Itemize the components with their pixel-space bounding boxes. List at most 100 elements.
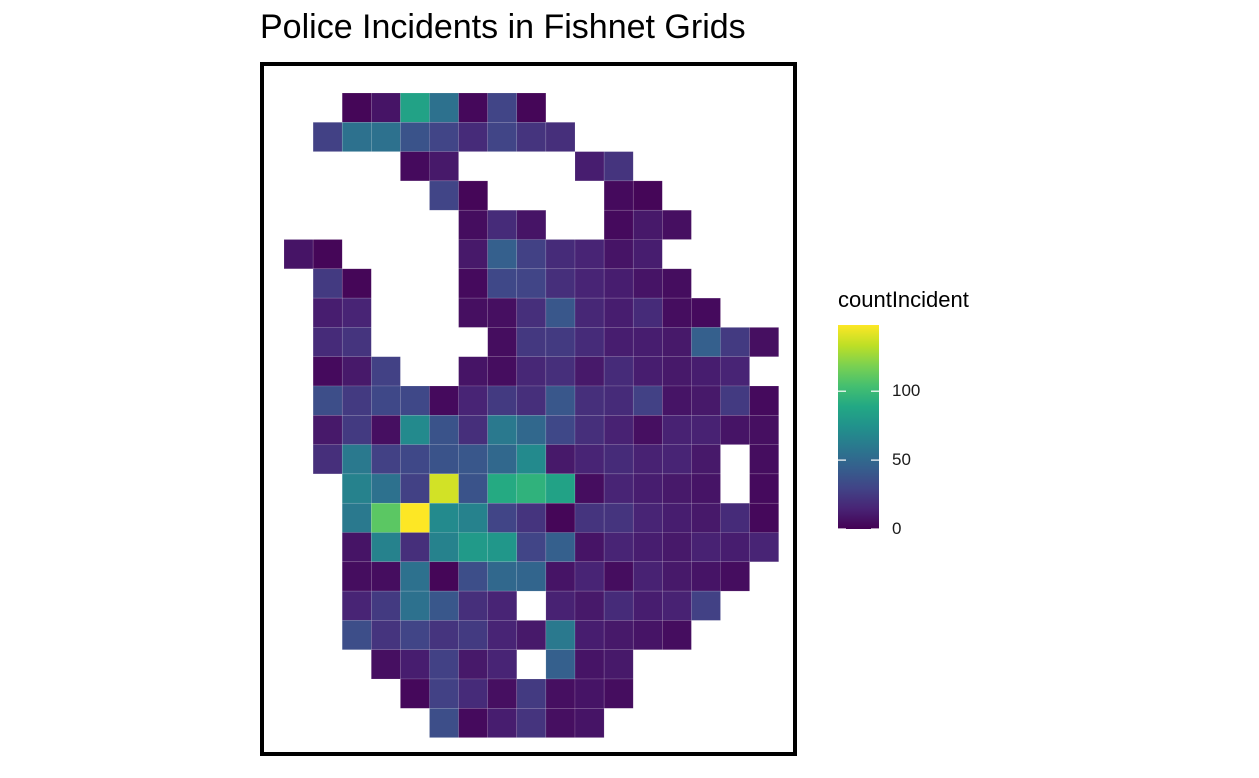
grid-cell (458, 561, 488, 592)
grid-cell (662, 385, 692, 416)
grid-cell (632, 502, 663, 533)
grid-cell (458, 297, 488, 328)
grid-cell (720, 502, 750, 533)
grid-cell (632, 209, 663, 240)
grid-cell (400, 620, 430, 650)
grid-cell (429, 649, 459, 680)
grid-cell (662, 297, 692, 328)
grid-cell (662, 620, 692, 650)
grid-cell (662, 532, 692, 563)
grid-cell (691, 385, 721, 416)
grid-cell (312, 385, 343, 416)
grid-cell (458, 502, 488, 533)
grid-cell (371, 532, 401, 563)
grid-cell (429, 532, 459, 563)
grid-cell (662, 327, 692, 357)
grid-cell (341, 532, 372, 563)
grid-cell (632, 327, 663, 357)
grid-cell (312, 122, 343, 152)
grid-cell (371, 473, 401, 504)
grid-cell (545, 502, 576, 533)
grid-cell (400, 444, 430, 475)
grid-cell (749, 502, 779, 533)
grid-cell (603, 239, 634, 270)
grid-cell (720, 415, 750, 445)
grid-cell (574, 297, 605, 328)
grid-cell (691, 327, 721, 357)
grid-cell (574, 620, 605, 650)
grid-cell (400, 122, 430, 152)
grid-cell (341, 561, 372, 592)
grid-cell (749, 385, 779, 416)
grid-cell (371, 385, 401, 416)
grid-cell (662, 444, 692, 475)
grid-cell (487, 209, 518, 240)
grid-cell (487, 297, 518, 328)
grid-cell (400, 385, 430, 416)
grid-cell (283, 239, 314, 270)
grid-cell (458, 239, 488, 270)
grid-cell (458, 444, 488, 475)
grid-cell (400, 473, 430, 504)
grid-cell (574, 385, 605, 416)
grid-cell (429, 415, 459, 445)
grid-cell (632, 444, 663, 475)
grid-cell (516, 122, 547, 152)
grid-cell (603, 502, 634, 533)
grid-cell (603, 473, 634, 504)
grid-cell (516, 561, 547, 592)
grid-cell (691, 473, 721, 504)
grid-cell (691, 590, 721, 621)
grid-cell (574, 239, 605, 270)
grid-cell (516, 268, 547, 299)
grid-cell (632, 239, 663, 270)
grid-cell (458, 620, 488, 650)
grid-cell (429, 590, 459, 621)
grid-cell (371, 356, 401, 387)
legend-tick-label: 100 (892, 381, 921, 401)
grid-cell (487, 268, 518, 299)
grid-cell (545, 590, 576, 621)
grid-cell (632, 297, 663, 328)
grid-cell (545, 708, 576, 738)
grid-cell (574, 708, 605, 738)
grid-cell (603, 678, 634, 709)
grid-cell (371, 415, 401, 445)
grid-cell (691, 356, 721, 387)
grid-cell (574, 502, 605, 533)
grid-cell (429, 92, 459, 123)
grid-cell (487, 444, 518, 475)
grid-cell (662, 209, 692, 240)
grid-cell (574, 590, 605, 621)
grid-cell (603, 620, 634, 650)
grid-cell (691, 561, 721, 592)
grid-cell (458, 708, 488, 738)
grid-cell (545, 239, 576, 270)
grid-cell (458, 473, 488, 504)
grid-cell (458, 92, 488, 123)
grid-cell (662, 473, 692, 504)
grid-cell (632, 356, 663, 387)
grid-cell (458, 209, 488, 240)
grid-cell (516, 532, 547, 563)
grid-cell (487, 92, 518, 123)
grid-cell (720, 532, 750, 563)
grid-cell (487, 649, 518, 680)
grid-cell (603, 444, 634, 475)
grid-cell (662, 415, 692, 445)
grid-cell (516, 356, 547, 387)
grid-cell (720, 327, 750, 357)
grid-cell (341, 620, 372, 650)
grid-cell (429, 444, 459, 475)
grid-cell (516, 708, 547, 738)
legend-title: countIncident (838, 287, 969, 312)
grid-cell (487, 385, 518, 416)
grid-cell (574, 151, 605, 182)
legend-tick-label: 0 (892, 519, 902, 538)
grid-cell (545, 649, 576, 680)
grid-cell (662, 590, 692, 621)
grid-cell (603, 356, 634, 387)
grid-cell (720, 385, 750, 416)
grid-cell (603, 532, 634, 563)
